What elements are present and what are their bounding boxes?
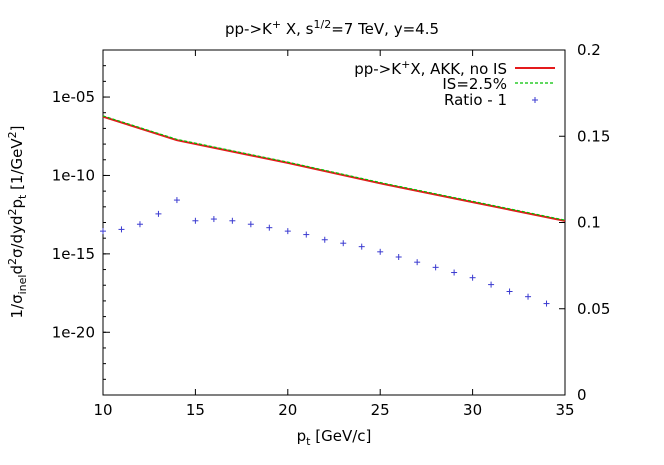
ratio-point (100, 228, 106, 235)
y2-tick-label: 0 (577, 386, 587, 404)
x-axis-label: pt [GeV/c] (297, 427, 372, 448)
chart-title: pp->K+ X, s1/2=7 TeV, y=4.5 (225, 18, 439, 38)
ratio-point (173, 197, 180, 204)
ratio-point (358, 243, 365, 250)
legend-label-no-is: pp->K+X, AKK, no IS (354, 58, 507, 78)
ratio-point (247, 221, 254, 228)
legend-label-is: IS=2.5% (442, 75, 507, 93)
x-tick-label: 10 (93, 401, 112, 419)
y-tick-label: 1e-05 (52, 88, 95, 106)
y-axis-label: 1/σineld2σ/dyd2pt [1/GeV2] (6, 125, 29, 318)
x-tick-label: 15 (186, 401, 205, 419)
ratio-point (136, 221, 143, 228)
ratio-point (340, 240, 347, 247)
ratio-point (303, 231, 310, 238)
ratio-point (395, 254, 402, 260)
ratio-point (469, 274, 476, 281)
ratio-point (321, 236, 328, 243)
y2-tick-label: 0.15 (577, 127, 610, 145)
y-tick-label: 1e-10 (52, 166, 95, 184)
x-tick-label: 20 (278, 401, 297, 419)
x-tick-label: 35 (555, 401, 574, 419)
x-tick-label: 30 (463, 401, 482, 419)
y2-tick-label: 0.05 (577, 300, 610, 318)
x-tick-label: 25 (371, 401, 390, 419)
ratio-point (266, 224, 273, 231)
ratio-point (543, 300, 550, 307)
y2-tick-label: 0.2 (577, 41, 601, 59)
ratio-point (118, 226, 125, 233)
y-tick-label: 1e-15 (52, 245, 95, 263)
ratio-point (432, 264, 439, 271)
ratio-point (229, 217, 236, 224)
ratio-point (451, 269, 458, 276)
ratio-point (284, 228, 291, 235)
ratio-point (414, 259, 421, 266)
y2-tick-label: 0.1 (577, 214, 601, 232)
legend-swatch-ratio (532, 97, 538, 103)
ratio-point (525, 293, 532, 300)
legend: pp->K+X, AKK, no IS IS=2.5% Ratio - 1 (354, 58, 555, 109)
ratio-point (155, 210, 162, 217)
series-line-no-is (102, 115, 566, 222)
legend-label-ratio: Ratio - 1 (444, 91, 507, 109)
ratio-point (192, 217, 199, 224)
ratio-point (506, 288, 513, 295)
series-line-is (102, 115, 566, 221)
ratio-point (210, 216, 217, 223)
ratio-point (488, 281, 495, 288)
y-tick-label: 1e-20 (52, 323, 95, 341)
ratio-point (377, 248, 384, 255)
